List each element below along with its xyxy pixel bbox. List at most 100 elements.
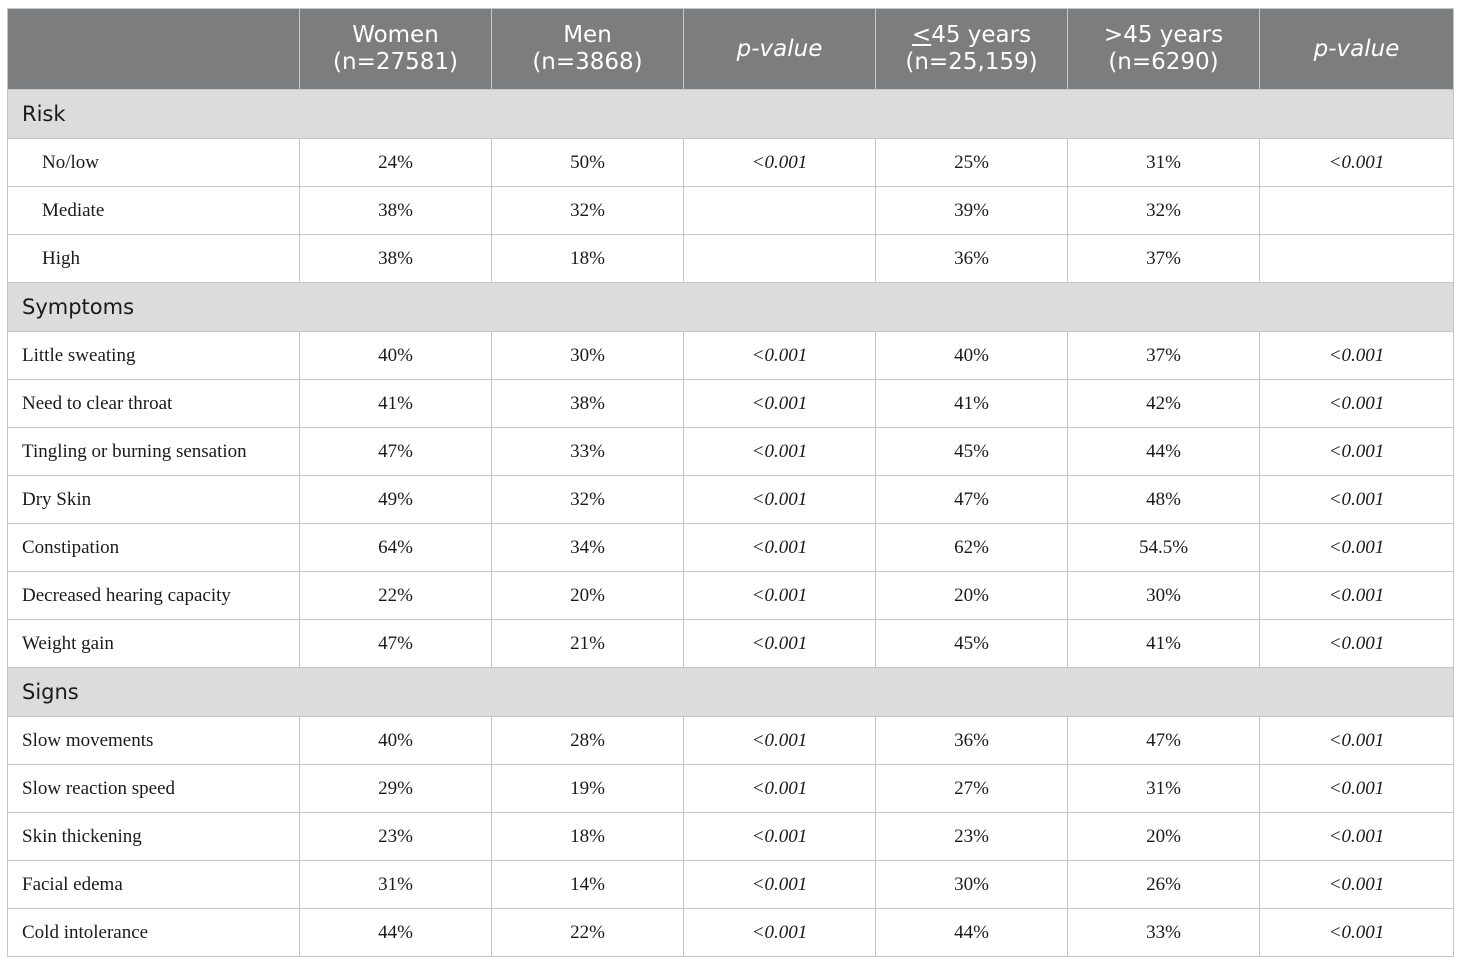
row-label: Constipation [7,523,300,572]
percentage-cell: 18% [491,234,684,283]
p-value-cell [1259,186,1454,235]
header-p-value-age: p-value [1259,8,1454,90]
header-age-le-45-text: 45 years [931,22,1032,48]
table-row: Weight gain 47% 21% <0.001 45% 41% <0.001 [7,619,1454,668]
data-table-container: Women (n=27581) Men (n=3868) p-value <45… [7,8,1454,957]
percentage-cell: 44% [875,908,1068,957]
percentage-cell: 33% [491,427,684,476]
p-value-cell: <0.001 [683,908,876,957]
percentage-cell: 27% [875,764,1068,813]
p-value-cell: <0.001 [1259,571,1454,620]
p-value-cell [683,234,876,283]
percentage-cell: 38% [491,379,684,428]
percentage-cell: 28% [491,716,684,765]
table-row: Slow reaction speed 29% 19% <0.001 27% 31% <0.… [7,764,1454,813]
header-women-n: (n=27581) [333,49,458,75]
percentage-cell: 32% [491,475,684,524]
percentage-cell: 24% [299,138,492,187]
p-value-cell: <0.001 [683,427,876,476]
percentage-cell: 62% [875,523,1068,572]
percentage-cell: 54.5% [1067,523,1260,572]
p-value-cell: <0.001 [1259,138,1454,187]
row-label: Decreased hearing capacity [7,571,300,620]
row-label: Tingling or burning sensation [7,427,300,476]
p-value-cell: <0.001 [683,331,876,380]
percentage-cell: 50% [491,138,684,187]
percentage-cell: 25% [875,138,1068,187]
percentage-cell: 47% [1067,716,1260,765]
header-age-le-45-symbol: < [911,22,932,48]
percentage-cell: 31% [299,860,492,909]
row-label: Slow movements [7,716,300,765]
percentage-cell: 38% [299,186,492,235]
percentage-cell: 49% [299,475,492,524]
section-title: Risk [7,89,1454,139]
header-women-label: Women [352,22,439,48]
p-value-cell: <0.001 [683,571,876,620]
percentage-cell: 48% [1067,475,1260,524]
percentage-cell: 19% [491,764,684,813]
p-value-cell: <0.001 [683,379,876,428]
table-row: Tingling or burning sensation 47% 33% <0.00… [7,427,1454,476]
percentage-cell: 31% [1067,764,1260,813]
section-row-symptoms: Symptoms [7,282,1454,332]
p-value-cell: <0.001 [683,764,876,813]
table-row: Skin thickening 23% 18% <0.001 23% 20% <0.001 [7,812,1454,861]
percentage-cell: 32% [491,186,684,235]
row-label: Skin thickening [7,812,300,861]
percentage-cell: 47% [299,427,492,476]
percentage-cell: 20% [491,571,684,620]
table-row: High 38% 18% 36% 37% [7,234,1454,283]
p-value-cell: <0.001 [1259,523,1454,572]
table-row: Need to clear throat 41% 38% <0.001 41% 42% <0… [7,379,1454,428]
header-age-le-45: <45 years (n=25,159) [875,8,1068,90]
table-row: Slow movements 40% 28% <0.001 36% 47% <0.001 [7,716,1454,765]
p-value-cell: <0.001 [683,523,876,572]
row-label: Dry Skin [7,475,300,524]
p-value-cell: <0.001 [1259,427,1454,476]
percentage-cell: 45% [875,427,1068,476]
row-label: Slow reaction speed [7,764,300,813]
percentage-cell: 23% [299,812,492,861]
table-row: Little sweating 40% 30% <0.001 40% 37% <0.001 [7,331,1454,380]
header-men-label: Men [563,22,612,48]
p-value-cell: <0.001 [1259,908,1454,957]
header-men-n: (n=3868) [532,49,643,75]
p-value-cell: <0.001 [1259,331,1454,380]
percentage-cell: 40% [299,331,492,380]
percentage-cell: 41% [1067,619,1260,668]
percentage-cell: 39% [875,186,1068,235]
data-table: Women (n=27581) Men (n=3868) p-value <45… [7,8,1454,957]
header-age-gt-45-label: >45 years [1103,22,1224,48]
percentage-cell: 47% [875,475,1068,524]
percentage-cell: 33% [1067,908,1260,957]
percentage-cell: 30% [1067,571,1260,620]
percentage-cell: 36% [875,716,1068,765]
header-age-gt-45-n: (n=6290) [1108,49,1219,75]
table-row: Decreased hearing capacity 22% 20% <0.001 20… [7,571,1454,620]
percentage-cell: 41% [875,379,1068,428]
header-p-value-sex-label: p-value [736,35,823,62]
section-row-signs: Signs [7,667,1454,717]
table-row: Constipation 64% 34% <0.001 62% 54.5% <0.001 [7,523,1454,572]
header-blank-cell [7,8,300,90]
percentage-cell: 30% [875,860,1068,909]
percentage-cell: 37% [1067,234,1260,283]
percentage-cell: 44% [1067,427,1260,476]
p-value-cell: <0.001 [1259,619,1454,668]
p-value-cell: <0.001 [683,475,876,524]
percentage-cell: 21% [491,619,684,668]
percentage-cell: 41% [299,379,492,428]
header-age-le-45-label: <45 years [876,22,1067,49]
percentage-cell: 14% [491,860,684,909]
percentage-cell: 47% [299,619,492,668]
percentage-cell: 37% [1067,331,1260,380]
p-value-cell: <0.001 [1259,379,1454,428]
table-header: Women (n=27581) Men (n=3868) p-value <45… [7,8,1454,90]
header-row: Women (n=27581) Men (n=3868) p-value <45… [7,8,1454,90]
percentage-cell: 23% [875,812,1068,861]
p-value-cell: <0.001 [683,860,876,909]
percentage-cell: 44% [299,908,492,957]
percentage-cell: 20% [1067,812,1260,861]
row-label: Little sweating [7,331,300,380]
